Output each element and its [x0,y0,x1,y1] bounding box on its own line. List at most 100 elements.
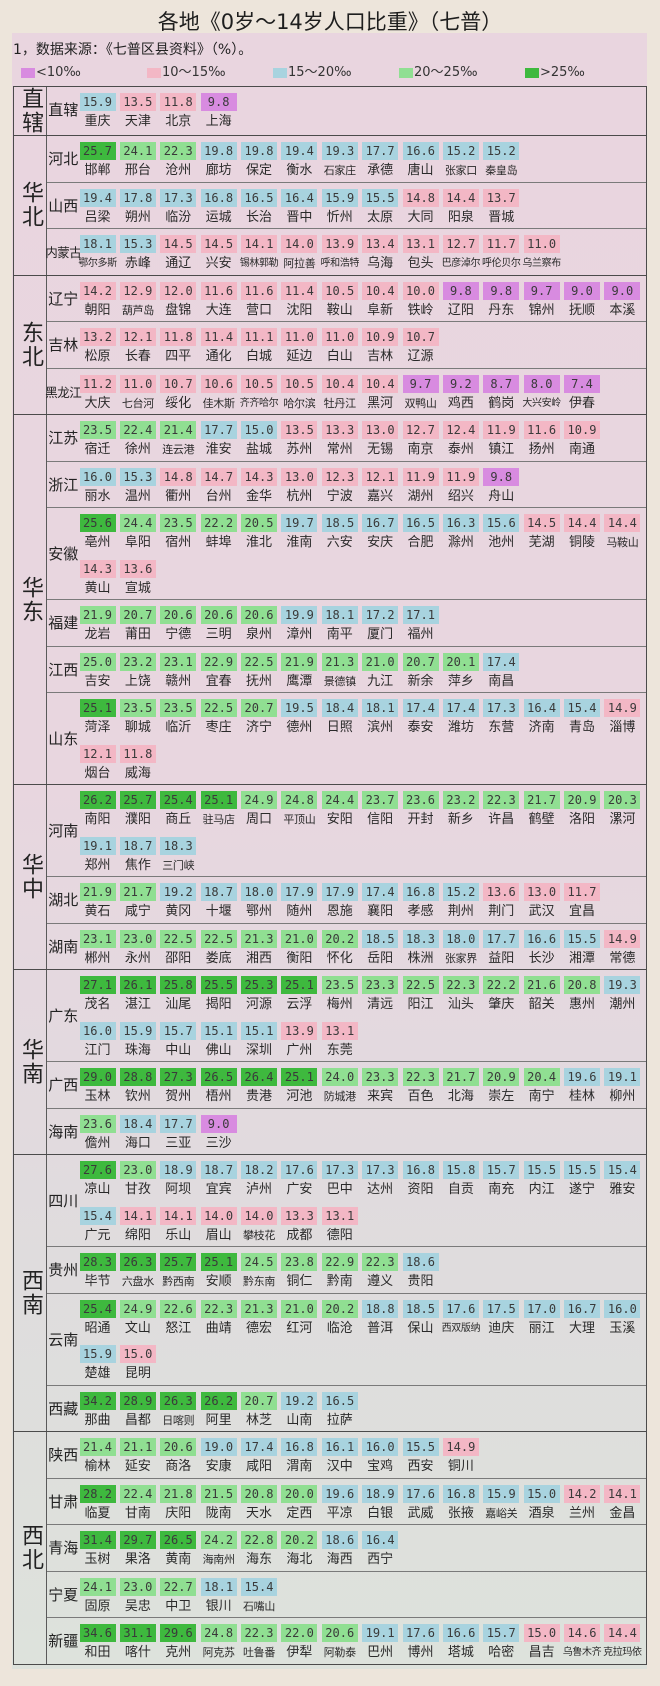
city-cell: 26.5 黄南 [160,1525,200,1571]
city-name: 鄂尔多斯 [78,258,117,269]
city-cell: 21.7 咸宁 [119,877,160,923]
city-cell: 19.1 巴州 [362,1618,402,1664]
city-cell: 25.1 驻马店 [200,785,241,831]
province-row: 直辖 15.9 重庆 13.5 天津 11.8 北京 9.8 上海 [47,87,646,133]
city-cell: 13.2 松原 [79,322,120,368]
value-badge: 20.6 [200,606,237,624]
region-label: 华东 [18,575,43,624]
value-badge: 24.4 [321,791,358,809]
city-cell: 25.3 河源 [241,970,281,1016]
city-cell: 15.4 广元 [79,1201,120,1247]
value-badge: 21.5 [200,1484,237,1503]
city-cell: 16.7 大理 [564,1294,604,1340]
city-cell: 14.2 朝阳 [79,276,120,322]
value-badge: 14.6 [564,1624,600,1642]
value-badge: 31.4 [79,1531,116,1549]
city-cell: 11.0 白山 [321,322,362,368]
city-cell: 21.9 黄石 [79,877,120,923]
city-cell: 22.5 娄底 [200,924,241,970]
province-list: 四川 27.6 凉山 23.0 甘孜 18.9 阿坝 18.7 宜宾 18.2 泸州 17.6 广安 17… [47,1155,646,1431]
city-cell: 10.9 南通 [564,415,604,461]
value-badge: 19.1 [79,836,116,855]
city-cell: 16.4 晋中 [281,183,321,229]
city-name: 南昌 [488,673,515,689]
value-badge: 16.0 [362,1438,399,1456]
city-cell: 13.3 常州 [321,415,362,461]
city-cell: 14.1 乐山 [160,1201,200,1247]
city-name: 广元 [84,1227,111,1243]
city-cell: 9.0 抚顺 [564,276,604,322]
city-cell: 9.0 本溪 [604,276,644,322]
city-cell: 11.0 乌兰察布 [522,229,564,275]
value-badge: 20.0 [281,1484,318,1503]
value-badge: 10.9 [564,421,600,439]
city-cells: 14.2 朝阳 12.9 葫芦岛 12.0 盘锦 11.6 大连 11.6 营口 11.4 沈阳 10.… [79,276,647,322]
city-cell: 17.4 襄阳 [362,877,402,923]
province-row: 安徽 25.6 亳州 24.4 阜阳 23.5 宿州 22.2 蚌埠 20.5 淮北 19.7 淮南 18… [47,507,646,599]
city-name: 济宁 [245,720,272,735]
province-row: 陕西 21.4 榆林 21.1 延安 20.6 商洛 19.0 安康 17.4 咸阳 16.8 渭南 16… [47,1432,646,1478]
city-name: 白山 [326,349,353,364]
value-badge: 17.6 [281,1161,318,1179]
city-name: 平顶山 [283,813,316,826]
region-label-cell: 华东 [14,415,47,784]
province-list: 河北 25.7 邯郸 24.1 邢台 22.3 沧州 19.8 廊坊 19.8 保定 19.4 衡水 19… [45,136,646,275]
value-badge: 15.9 [321,188,358,207]
province-row: 浙江 16.0 丽水 15.3 温州 14.8 衢州 14.7 台州 14.3 金华 13.0 杭州 12… [47,460,646,508]
value-badge: 11.4 [200,328,237,346]
value-badge: 17.3 [160,188,197,207]
city-cell: 27.1 茂名 [79,970,120,1016]
city-cell: 23.0 甘孜 [119,1155,160,1201]
city-cell: 17.3 东营 [483,693,523,739]
value-badge: 21.7 [442,1068,479,1086]
city-cell: 13.6 荆门 [483,877,523,923]
province-row: 江西 25.0 吉安 23.2 上饶 23.1 赣州 22.9 宜春 22.5 抚州 21.9 鹰潭 21… [47,645,646,693]
city-cell: 10.9 吉林 [362,322,402,368]
province-row: 宁夏 24.1 固原 23.0 吴忠 22.7 中卫 18.1 银川 15.4 石嘴山 [47,1570,646,1618]
value-badge: 24.9 [119,1299,156,1318]
color-legend: <10‰ 10～15‰ 15～20‰ 20～25‰ >25‰ [21,65,641,81]
city-cell: 26.3 六盘水 [119,1247,160,1293]
city-cell: 18.0 张家界 [442,924,483,970]
city-cell: 20.6 阿勒泰 [321,1618,362,1664]
city-name: 沧州 [165,163,192,178]
city-cell: 11.9 镇江 [483,415,523,461]
value-badge: 23.8 [281,1253,318,1271]
city-cell: 23.0 永州 [119,924,160,970]
city-name: 襄阳 [367,904,394,919]
province-label: 甘肃 [48,1492,79,1511]
city-name: 玉溪 [609,1320,636,1336]
value-badge: 19.6 [564,1068,600,1086]
city-cell: 9.8 上海 [200,87,241,133]
city-cell: 16.0 丽水 [79,462,120,508]
value-badge: 21.4 [79,1438,116,1456]
city-name: 商洛 [165,1459,192,1474]
city-cells: 34.2 那曲 28.9 昌都 26.3 日喀则 26.2 阿里 20.7 林芝 19.2 山南 16.… [79,1386,647,1432]
city-cell: 12.1 长春 [119,322,160,368]
city-cell: 20.3 漯河 [604,785,644,831]
city-name: 锡林郭勒 [239,258,279,269]
city-name: 湛江 [124,997,151,1012]
city-cell: 16.0 江门 [79,1016,120,1062]
city-name: 清远 [367,997,394,1012]
value-badge: 16.8 [402,1161,439,1179]
value-badge: 20.3 [604,791,641,809]
city-name: 淮北 [245,535,272,550]
city-cell: 20.1 萍乡 [442,647,483,693]
city-cell: 25.4 商丘 [160,785,200,831]
city-name: 平凉 [326,1505,353,1521]
province-row: 江苏 23.5 宿迁 22.4 徐州 21.4 连云港 17.7 淮安 15.0 盐城 13.5 苏州 1… [47,415,646,461]
city-cell: 19.2 山南 [281,1386,321,1432]
city-cell: 18.1 银川 [200,1572,241,1618]
city-cell: 18.3 三门峡 [160,831,200,877]
city-name: 通辽 [165,256,192,271]
city-name: 甘南 [124,1505,151,1521]
city-cell: 16.8 渭南 [281,1432,321,1478]
value-badge: 17.7 [483,929,520,948]
city-cell: 14.5 兴安 [200,229,241,275]
value-badge: 11.0 [281,328,318,346]
value-badge: 9.0 [604,281,641,300]
value-badge: 13.0 [362,421,399,439]
value-badge: 19.1 [604,1068,641,1086]
city-cell: 15.2 荆州 [442,877,483,923]
